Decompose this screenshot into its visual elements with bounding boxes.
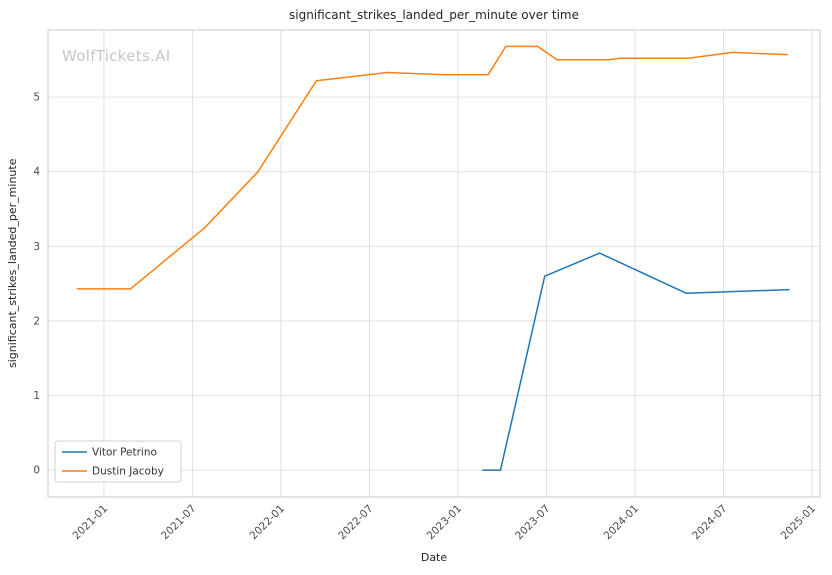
x-tick-label: 2025-01 [779, 503, 819, 543]
legend-label: Dustin Jacoby [92, 466, 164, 478]
x-tick-label: 2021-01 [71, 503, 111, 543]
y-tick-label: 5 [33, 92, 40, 104]
y-tick-label: 0 [33, 465, 40, 477]
y-tick-label: 2 [33, 315, 40, 327]
x-tick-label: 2024-01 [602, 503, 642, 543]
y-axis-label: significant_strikes_landed_per_minute [6, 158, 19, 369]
plot-border [47, 29, 821, 498]
x-tick-label: 2023-01 [425, 503, 465, 543]
legend-label: Vitor Petrino [92, 447, 157, 459]
series-line-dustin-jacoby [76, 45, 789, 290]
x-tick-label: 2021-07 [159, 503, 199, 543]
watermark: WolfTickets.AI [62, 47, 171, 65]
x-tick-label: 2022-01 [248, 503, 288, 543]
x-axis-label: Date [420, 551, 448, 564]
x-tick-label: 2024-07 [690, 503, 730, 543]
series-line-vitor-petrino [482, 252, 790, 471]
chart-title: significant_strikes_landed_per_minute ov… [288, 8, 579, 22]
y-tick-label: 4 [33, 166, 40, 178]
x-tick-label: 2023-07 [513, 503, 553, 543]
x-tick-label: 2022-07 [336, 503, 376, 543]
y-tick-label: 3 [33, 241, 40, 253]
y-tick-label: 1 [33, 390, 40, 402]
